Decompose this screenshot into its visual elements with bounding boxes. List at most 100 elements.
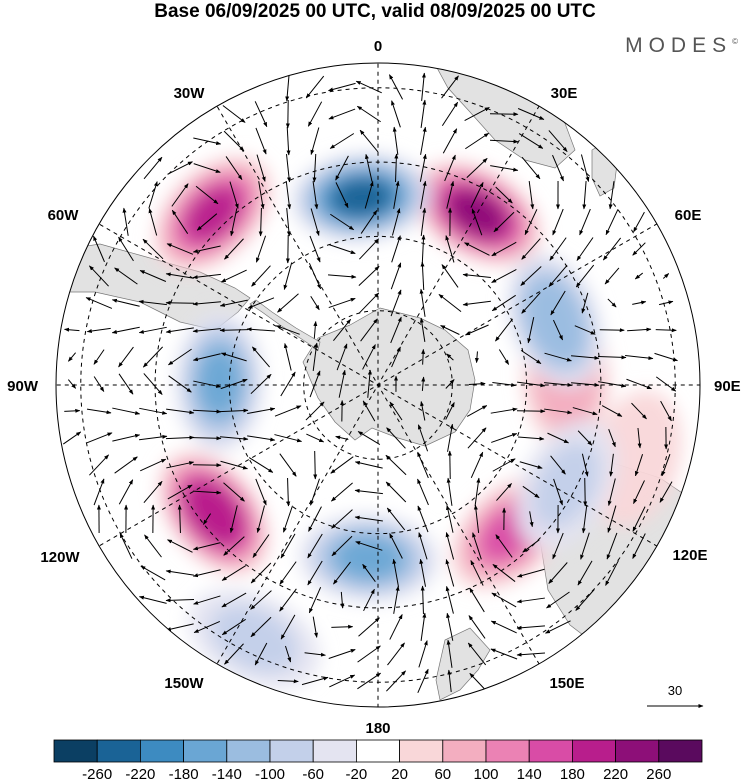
wind-vector xyxy=(577,430,593,446)
wind-vector xyxy=(329,133,355,149)
wind-vector xyxy=(223,482,245,502)
wind-vector xyxy=(544,408,573,415)
positive-anomaly-south-atlantic-contour-6 xyxy=(190,486,238,540)
colorbar-swatch-6 xyxy=(312,739,357,763)
wind-vector xyxy=(462,300,491,307)
wind-vector xyxy=(386,670,406,692)
wind-vector xyxy=(193,595,221,605)
wind-vector xyxy=(93,235,105,263)
wind-vector xyxy=(496,483,512,501)
lon-label-90e: 90E xyxy=(714,378,741,395)
wind-vector xyxy=(330,456,354,474)
wind-vector xyxy=(167,161,193,175)
wind-vector xyxy=(360,209,378,234)
wind-vector xyxy=(250,373,272,395)
wind-vector xyxy=(166,408,195,415)
wind-vector xyxy=(193,163,221,173)
wind-vector xyxy=(521,238,541,260)
wind-vector xyxy=(417,451,429,479)
wind-vector xyxy=(393,180,400,209)
wind-vector xyxy=(354,515,383,522)
brand-mark: © xyxy=(732,37,738,46)
wind-vector xyxy=(419,558,427,587)
wind-vector xyxy=(470,559,484,586)
wind-vector xyxy=(329,674,356,688)
wind-vector xyxy=(192,542,221,551)
wind-vector xyxy=(331,535,353,557)
wind-vector xyxy=(495,186,513,204)
wind-vector xyxy=(386,427,406,449)
wind-vector xyxy=(362,344,376,370)
wind-vector xyxy=(358,617,380,637)
wind-vector xyxy=(547,432,569,444)
wind-vector xyxy=(420,180,427,209)
wind-vector xyxy=(577,560,593,586)
wind-vector xyxy=(328,244,356,254)
negative-anomaly-weddell-contour-4 xyxy=(334,536,403,580)
lon-label-30e: 30E xyxy=(551,85,578,102)
wind-vector xyxy=(286,477,291,507)
colorbar-tick-label: -20 xyxy=(346,766,368,783)
wind-vector xyxy=(355,80,382,94)
wind-vector xyxy=(490,620,517,634)
wind-vector xyxy=(286,208,291,237)
wind-vector xyxy=(331,482,353,502)
latitude-circle-30 xyxy=(228,235,528,535)
wind-vector xyxy=(222,105,246,123)
wind-vector xyxy=(219,328,249,333)
wind-vector xyxy=(165,327,194,334)
wind-vector xyxy=(552,319,564,341)
wind-vector xyxy=(390,262,402,290)
wind-vector xyxy=(312,181,319,210)
wind-vector xyxy=(469,673,485,689)
wind-vector xyxy=(86,408,112,415)
wind-vector xyxy=(111,298,140,307)
wind-vector xyxy=(280,533,296,559)
wind-vector xyxy=(192,490,222,495)
wind-vector xyxy=(527,317,535,344)
wind-vector xyxy=(148,208,158,236)
wind-vector xyxy=(202,513,212,525)
wind-vector xyxy=(627,327,652,332)
wind-vector xyxy=(634,272,644,280)
wind-vector xyxy=(528,181,535,210)
wind-vector xyxy=(574,325,596,335)
wind-vector xyxy=(446,504,454,533)
wind-vector xyxy=(467,642,487,666)
wind-vector xyxy=(223,536,245,556)
colorbar-swatch-8 xyxy=(399,739,444,763)
map-title: Base 06/09/2025 00 UTC, valid 08/09/2025… xyxy=(154,1,596,22)
wind-vector xyxy=(468,381,486,386)
wind-vector xyxy=(626,378,652,390)
wind-vector xyxy=(356,105,381,123)
wind-vector xyxy=(632,242,646,256)
wind-vector xyxy=(286,126,291,156)
wind-vector xyxy=(469,587,485,613)
wind-vector xyxy=(604,267,620,285)
wind-vector xyxy=(166,461,195,469)
latitude-circle-60 xyxy=(80,87,676,683)
wind-vector xyxy=(284,645,292,663)
wind-vector xyxy=(328,274,357,279)
wind-vector xyxy=(552,154,564,182)
wind-vector xyxy=(576,237,594,261)
wind-vector xyxy=(221,618,246,636)
wind-vector xyxy=(64,327,80,332)
colorbar-tick-label: -180 xyxy=(169,766,199,783)
wind-vector xyxy=(148,181,158,209)
wind-vector xyxy=(445,531,455,560)
wind-vector xyxy=(420,207,427,236)
wind-vector xyxy=(305,401,325,421)
wind-vector xyxy=(277,293,299,313)
lon-label-90w: 90W xyxy=(7,378,39,395)
wind-vector xyxy=(491,269,517,283)
wind-vector xyxy=(521,156,541,180)
wind-vector xyxy=(359,238,379,260)
wind-vector xyxy=(632,533,646,559)
wind-vector xyxy=(446,180,455,209)
wind-vector xyxy=(420,401,426,421)
colorbar-swatch-0 xyxy=(53,739,98,763)
wind-vector xyxy=(219,299,248,307)
wind-vector xyxy=(572,407,598,416)
wind-vector xyxy=(139,407,168,415)
